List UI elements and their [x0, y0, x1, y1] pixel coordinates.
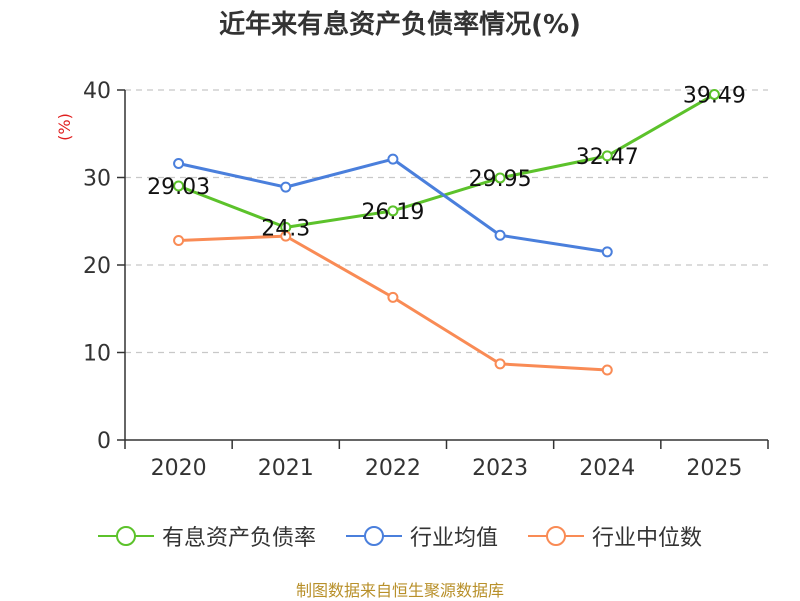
x-tick-label: 2022 — [365, 456, 421, 481]
axes: 0 10 20 30 40 (%) 2020 2021 2022 2023 2024 2025 — [55, 79, 769, 481]
y-tick-label: 30 — [83, 167, 111, 192]
data-label: 32.47 — [576, 145, 639, 170]
data-label: 29.03 — [147, 175, 210, 200]
x-tick-label: 2025 — [686, 456, 742, 481]
legend-label-debt-ratio: 有息资产负债率 — [161, 526, 316, 551]
data-point-1-2 — [387, 153, 399, 165]
x-tick-label: 2024 — [579, 456, 635, 481]
data-point-1-4 — [601, 246, 613, 258]
x-tick-label: 2021 — [258, 456, 314, 481]
data-point-1-1 — [280, 181, 292, 193]
series-lines — [173, 88, 720, 376]
legend-item-debt-ratio[interactable]: 有息资产负债率 — [97, 520, 316, 552]
data-point-0-3 — [494, 172, 506, 184]
legend-item-industry-median[interactable]: 行业中位数 — [528, 520, 702, 552]
data-source-note: 制图数据来自恒生聚源数据库 — [295, 581, 504, 600]
data-label: 26.19 — [361, 200, 424, 225]
x-tick-label: 2020 — [151, 456, 207, 481]
line-chart: 0 10 20 30 40 (%) 2020 2021 2022 2023 2024 2025 29.… — [55, 79, 769, 481]
data-point-0-5 — [708, 88, 720, 100]
x-tick-label: 2023 — [472, 456, 528, 481]
data-point-0-2 — [387, 205, 399, 217]
legend-marker-debt-ratio — [97, 524, 154, 548]
legend-item-industry-mean[interactable]: 行业均值 — [345, 520, 498, 552]
y-axis-label: (%) — [55, 113, 74, 141]
chart-title: 近年来有息资产负债率情况(%) — [219, 10, 581, 40]
data-label: 24.3 — [261, 216, 310, 241]
series-line-0 — [178, 93, 716, 229]
y-tick-label: 20 — [83, 254, 111, 279]
data-point-2-3 — [494, 358, 506, 370]
gridlines — [125, 89, 768, 354]
y-tick-label: 0 — [97, 429, 111, 454]
data-label: 39.49 — [683, 83, 746, 108]
data-point-0-4 — [601, 150, 613, 162]
data-point-0-0 — [173, 180, 185, 192]
data-point-1-0 — [173, 158, 185, 169]
data-point-2-1 — [280, 230, 292, 242]
legend-label-industry-median: 行业中位数 — [592, 526, 703, 551]
data-point-2-4 — [601, 364, 613, 376]
data-labels: 29.03 24.3 26.19 29.95 32.47 39.49 — [147, 83, 746, 241]
data-point-2-0 — [173, 235, 185, 246]
y-tick-label: 40 — [83, 79, 111, 104]
y-tick-label: 10 — [83, 342, 111, 367]
data-label: 29.95 — [469, 167, 532, 192]
data-point-1-3 — [494, 229, 506, 241]
legend-label-industry-mean: 行业均值 — [409, 526, 498, 551]
legend-marker-industry-median — [528, 524, 584, 548]
data-point-2-2 — [387, 291, 399, 303]
legend: 有息资产负债率 行业均值 行业中位数 — [0, 520, 800, 552]
legend-marker-industry-mean — [345, 524, 402, 548]
series-line-2 — [178, 234, 608, 372]
